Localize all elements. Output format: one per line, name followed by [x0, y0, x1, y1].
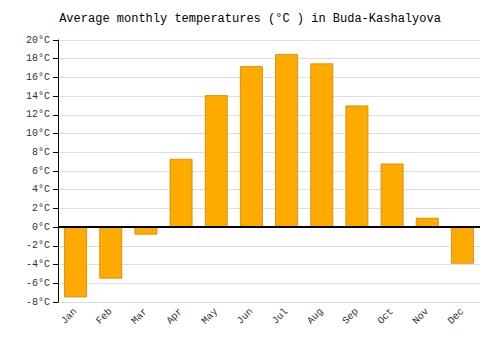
svg-text:Aug: Aug — [305, 306, 325, 326]
svg-text:-2°C: -2°C — [26, 240, 50, 251]
svg-text:2°C: 2°C — [32, 203, 50, 214]
svg-text:Average monthly temperatures (: Average monthly temperatures (°C ) in Bu… — [59, 12, 441, 26]
svg-text:Jan: Jan — [59, 306, 79, 326]
svg-text:14°C: 14°C — [26, 91, 50, 102]
svg-text:Nov: Nov — [411, 306, 431, 326]
svg-text:Oct: Oct — [375, 306, 395, 326]
svg-text:Apr: Apr — [164, 306, 184, 326]
svg-text:Dec: Dec — [446, 306, 466, 326]
svg-text:Jun: Jun — [235, 306, 255, 326]
svg-text:10°C: 10°C — [26, 128, 50, 139]
svg-text:6°C: 6°C — [32, 166, 50, 177]
svg-text:8°C: 8°C — [32, 147, 50, 158]
svg-text:-6°C: -6°C — [26, 278, 50, 289]
svg-text:-4°C: -4°C — [26, 259, 50, 270]
svg-text:Sep: Sep — [340, 306, 360, 326]
svg-text:20°C: 20°C — [26, 35, 50, 46]
svg-text:Jul: Jul — [270, 306, 290, 326]
svg-text:4°C: 4°C — [32, 184, 50, 195]
svg-text:May: May — [200, 306, 220, 326]
svg-text:12°C: 12°C — [26, 109, 50, 120]
svg-text:Feb: Feb — [94, 306, 114, 326]
svg-text:-8°C: -8°C — [26, 297, 50, 308]
svg-text:Mar: Mar — [129, 306, 149, 326]
svg-text:18°C: 18°C — [26, 53, 50, 64]
svg-text:16°C: 16°C — [26, 72, 50, 83]
svg-text:0°C: 0°C — [32, 222, 50, 233]
